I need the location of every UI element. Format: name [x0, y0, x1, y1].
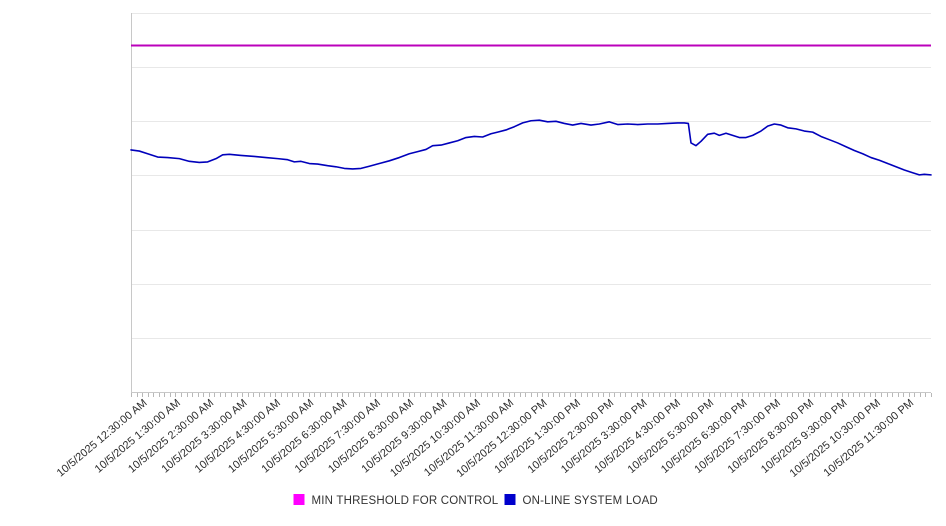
- legend-swatch: [504, 494, 516, 505]
- legend-label: ON-LINE SYSTEM LOAD: [523, 495, 658, 507]
- legend-item[interactable]: ON-LINE SYSTEM LOAD: [504, 494, 658, 507]
- online-system-load-series-line: [130, 119, 932, 176]
- chart-legend: MIN THRESHOLD FOR CONTROL ON-LINE SYSTEM …: [293, 494, 658, 507]
- legend-item[interactable]: MIN THRESHOLD FOR CONTROL: [293, 494, 499, 507]
- legend-swatch: [293, 494, 305, 505]
- legend-label: MIN THRESHOLD FOR CONTROL: [312, 495, 499, 507]
- x-axis-minor-ticks: [131, 393, 932, 397]
